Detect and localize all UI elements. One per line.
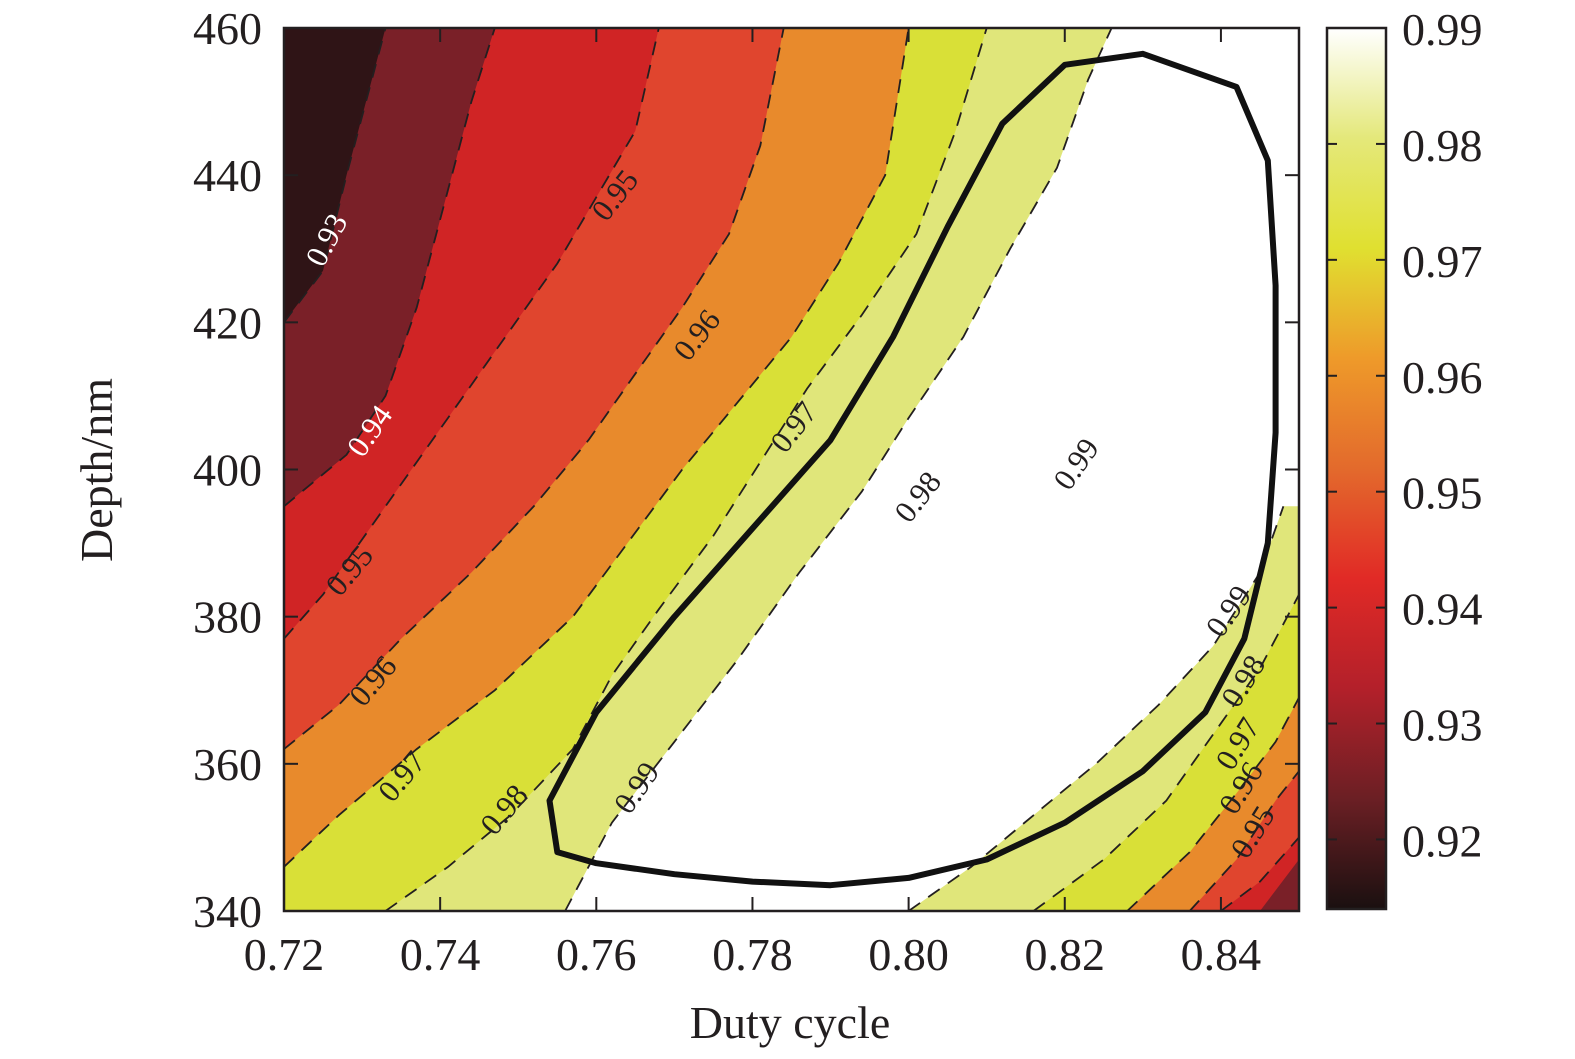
- colorbar-tick-label-1: 0.93: [1402, 700, 1483, 751]
- y-tick-label-4: 420: [193, 297, 262, 348]
- y-axis-label: Depth/nm: [71, 378, 122, 562]
- colorbar-tick-label-7: 0.99: [1402, 4, 1483, 55]
- contour-line-0.93-0: [284, 28, 387, 323]
- colorbar-tick-label-0: 0.92: [1402, 815, 1483, 866]
- y-tick-label-2: 380: [193, 592, 262, 643]
- y-tick-label-3: 400: [193, 445, 262, 496]
- y-tick-label-1: 360: [193, 739, 262, 790]
- y-tick-label-0: 340: [193, 886, 262, 937]
- contour-line-0.94-1: [284, 28, 496, 507]
- colorbar-tick-label-5: 0.97: [1402, 236, 1483, 287]
- contour-line-0.98-8: [1032, 594, 1299, 911]
- colorbar-ticks: 0.92 0.93 0.94 0.95 0.96 0.97 0.98 0.99: [1327, 4, 1483, 866]
- contour-fills: [284, 28, 1299, 911]
- x-tick-label-5: 0.82: [1025, 929, 1106, 980]
- x-axis: 0.72 0.74 0.76 0.78 0.80 0.82 0.84: [244, 28, 1261, 980]
- highlight-contour: [546, 50, 1279, 889]
- contour-line-0.99-6: [564, 28, 1113, 911]
- contour-line-0.97-4: [284, 28, 910, 868]
- colorbar-tick-label-4: 0.96: [1402, 352, 1483, 403]
- x-tick-label-6: 0.84: [1181, 929, 1262, 980]
- x-tick-label-2: 0.76: [556, 929, 637, 980]
- contour-line-0.95-11: [1220, 836, 1299, 911]
- y-tick-label-5: 440: [193, 150, 262, 201]
- contour-line-0.96-3: [284, 28, 785, 750]
- contour-line-0.98-5: [384, 28, 988, 911]
- colorbar-tick-label-2: 0.94: [1402, 584, 1483, 635]
- y-axis: 340 360 380 400 420 440 460: [193, 3, 1299, 937]
- x-tick-label-3: 0.78: [712, 929, 793, 980]
- contour-lines: [284, 28, 1299, 911]
- colorbar-gradient: [1325, 26, 1388, 911]
- x-tick-label-4: 0.80: [868, 929, 949, 980]
- highlight-contour-line: [546, 50, 1279, 889]
- colorbar-tick-label-6: 0.98: [1402, 120, 1483, 171]
- contour-line-0.96-10: [1189, 770, 1299, 911]
- x-axis-label: Duty cycle: [690, 997, 891, 1048]
- colorbar: 0.92 0.93 0.94 0.95 0.96 0.97 0.98 0.99: [1325, 4, 1483, 911]
- contour-line-0.97-9: [1126, 697, 1299, 911]
- band-above_0.99: [565, 28, 1299, 911]
- x-tick-label-1: 0.74: [400, 929, 481, 980]
- colorbar-tick-label-3: 0.95: [1402, 468, 1483, 519]
- band-lower-right-0.93-0.94: [1260, 859, 1299, 911]
- x-tick-label-0: 0.72: [244, 929, 325, 980]
- y-tick-label-6: 460: [193, 3, 262, 54]
- contour-line-0.95-2: [284, 28, 660, 640]
